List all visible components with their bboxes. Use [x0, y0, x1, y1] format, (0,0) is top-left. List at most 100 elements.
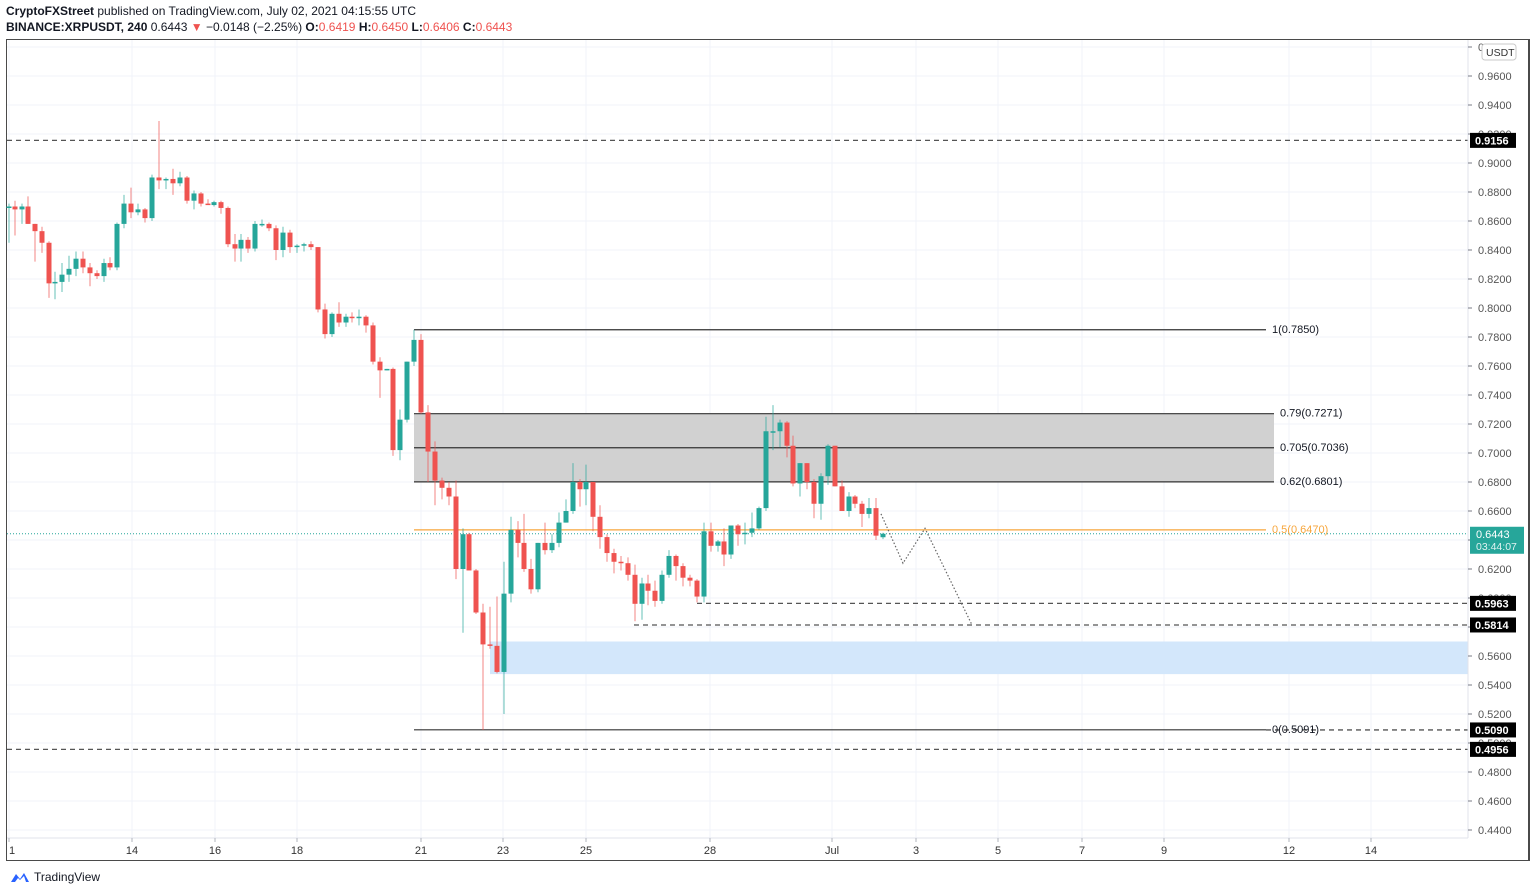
- candle: [52, 271, 58, 300]
- price-tick-label: 0.6200: [1478, 564, 1512, 576]
- low-value: 0.6406: [422, 20, 460, 34]
- candle: [528, 558, 534, 594]
- fibonacci-retracement[interactable]: 1(0.7850) 0.79(0.7271) 0.705(0.7036) 0.62(0…: [414, 324, 1349, 736]
- candle: [252, 221, 258, 252]
- candle: [390, 367, 396, 456]
- high-label: H:: [358, 20, 372, 34]
- candle-body: [528, 569, 534, 590]
- candle-body: [597, 516, 603, 538]
- close-value: 0.6443: [475, 20, 513, 34]
- price-level-tag[interactable]: [1470, 741, 1516, 757]
- time-tick-label: 14: [1365, 845, 1377, 857]
- candle-body: [577, 482, 583, 490]
- candle-body: [859, 503, 865, 514]
- price-tick-label: 0.8800: [1478, 187, 1512, 199]
- projection-path[interactable]: [880, 513, 973, 626]
- bar-countdown: 03:44:07: [1476, 541, 1517, 553]
- price-level-tag-label: 0.5963: [1475, 598, 1509, 610]
- candle-body: [625, 563, 631, 575]
- candle: [39, 226, 45, 253]
- candle: [846, 492, 852, 517]
- candle: [287, 229, 293, 253]
- candle: [418, 334, 424, 414]
- candle: [604, 534, 610, 562]
- candle-body: [701, 531, 707, 597]
- candle: [577, 479, 583, 507]
- candle: [597, 505, 603, 549]
- price-tick-label: 0.5600: [1478, 651, 1512, 663]
- candle: [238, 234, 244, 262]
- price-tick-label: 0.4600: [1478, 796, 1512, 808]
- candle: [349, 312, 355, 323]
- candle-body: [191, 193, 197, 201]
- price-axis[interactable]: 0.98000.96000.94000.92000.90000.88000.86…: [1467, 40, 1524, 838]
- time-tick-label: 7: [1079, 845, 1085, 857]
- candle-body: [604, 537, 610, 554]
- candle: [411, 329, 417, 366]
- candle: [59, 263, 65, 293]
- candle: [659, 570, 665, 604]
- candle: [114, 222, 120, 271]
- candle-body: [611, 553, 617, 562]
- candle-body: [46, 242, 52, 284]
- candle-body: [114, 223, 120, 268]
- candle: [673, 554, 679, 581]
- candle-body: [721, 541, 727, 555]
- symbol-label: BINANCE:XRPUSDT, 240: [6, 20, 148, 34]
- time-tick-label: 23: [497, 845, 509, 857]
- time-tick-label: 14: [126, 845, 138, 857]
- candle-body: [170, 178, 176, 184]
- candle-body: [473, 570, 479, 613]
- price-level-tag[interactable]: [1470, 595, 1516, 611]
- price-level-tag[interactable]: [1470, 132, 1516, 148]
- candle: [322, 303, 328, 339]
- publisher-name[interactable]: CryptoFXStreet: [6, 4, 95, 18]
- price-level-tag[interactable]: [1470, 617, 1516, 633]
- candle-body: [343, 316, 349, 323]
- price-level-tag[interactable]: [1470, 722, 1516, 738]
- tradingview-brand[interactable]: TradingView: [34, 870, 101, 884]
- candle: [645, 574, 651, 606]
- candle: [205, 199, 211, 206]
- current-price-tag[interactable]: [1470, 526, 1524, 554]
- candle: [211, 200, 217, 207]
- candle-body: [177, 177, 183, 184]
- candle: [6, 203, 12, 243]
- candle-body: [535, 542, 541, 590]
- candle: [198, 192, 204, 207]
- candle-body: [618, 561, 624, 564]
- candle-body: [218, 202, 224, 208]
- candle-body: [211, 202, 217, 206]
- price-tick-label: 0.8200: [1478, 274, 1512, 286]
- time-tick-label: 12: [1283, 845, 1295, 857]
- candle: [804, 463, 810, 490]
- candle-body: [149, 177, 155, 219]
- candle-body: [142, 209, 148, 219]
- candle-body: [294, 245, 300, 248]
- candle-body: [521, 542, 527, 569]
- candle-body: [87, 267, 93, 274]
- candle-body: [425, 412, 431, 452]
- candle-body: [563, 511, 569, 523]
- down-arrow-icon: ▼: [190, 20, 203, 34]
- price-tick-label: 0.6600: [1478, 506, 1512, 518]
- candle-body: [866, 508, 872, 514]
- candle: [12, 200, 18, 236]
- time-axis[interactable]: 1 14 16 18 21 23 25 28 Jul 3 5 7 9 12 14: [7, 837, 1468, 857]
- price-tick-label: 0.7400: [1478, 390, 1512, 402]
- candle: [315, 247, 321, 313]
- projection-dotted-path[interactable]: [880, 513, 973, 626]
- candle-body: [252, 223, 258, 249]
- price-tick-label: 0.8400: [1478, 245, 1512, 257]
- fib-level-label: 0.705(0.7036): [1280, 442, 1349, 454]
- time-tick-label: 25: [580, 845, 592, 857]
- low-label: L:: [411, 20, 423, 34]
- fib-level-label: 0(0.5091): [1272, 724, 1319, 736]
- tradingview-logo-icon: [11, 873, 29, 882]
- candle-body: [639, 583, 645, 604]
- price-tick-label: 0.8600: [1478, 216, 1512, 228]
- candle: [377, 357, 383, 398]
- candle-body: [811, 482, 817, 504]
- candle: [460, 528, 466, 633]
